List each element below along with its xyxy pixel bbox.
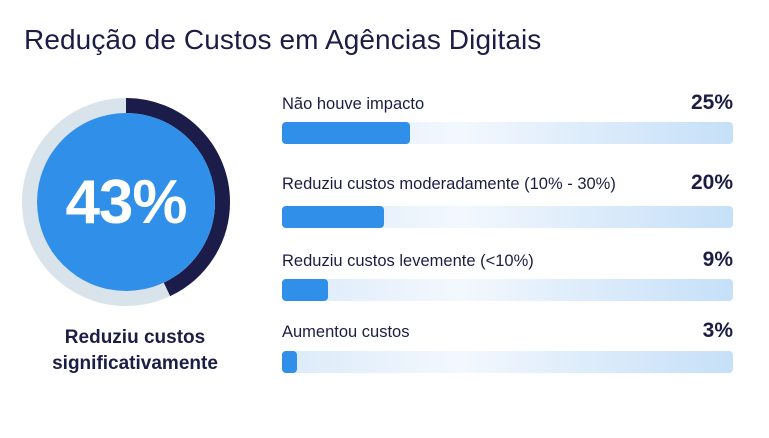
bar-fill: [282, 206, 385, 228]
bar-value: 3%: [702, 319, 733, 342]
donut-ring: [22, 98, 230, 306]
bar-label: Reduziu custos moderadamente (10% - 30%): [282, 175, 616, 193]
donut-arc: [22, 98, 230, 306]
bar-track: [282, 122, 733, 144]
donut-caption-line2: significativamente: [52, 353, 218, 374]
bar-value: 9%: [702, 248, 733, 271]
bar-value: 20%: [690, 171, 733, 194]
donut-caption: Reduziu custos significativamente: [10, 325, 260, 377]
bar-fill: [282, 351, 298, 373]
chart-title: Redução de Custos em Agências Digitais: [24, 24, 542, 55]
donut-chart: 43%: [22, 98, 230, 306]
bar-label: Reduziu custos levemente (<10%): [282, 252, 534, 270]
bar-label: Não houve impacto: [282, 95, 425, 113]
bar-track: [282, 206, 733, 228]
bar-fill: [282, 122, 410, 144]
donut-value: 43%: [65, 167, 187, 237]
bar-fill: [282, 279, 329, 301]
donut-center: [37, 113, 215, 291]
bar-track: [282, 351, 733, 373]
bar-value: 25%: [690, 91, 733, 114]
bar-track: [282, 279, 733, 301]
donut-caption-line1: Reduziu custos: [64, 327, 206, 348]
bar-label: Aumentou custos: [282, 323, 410, 341]
